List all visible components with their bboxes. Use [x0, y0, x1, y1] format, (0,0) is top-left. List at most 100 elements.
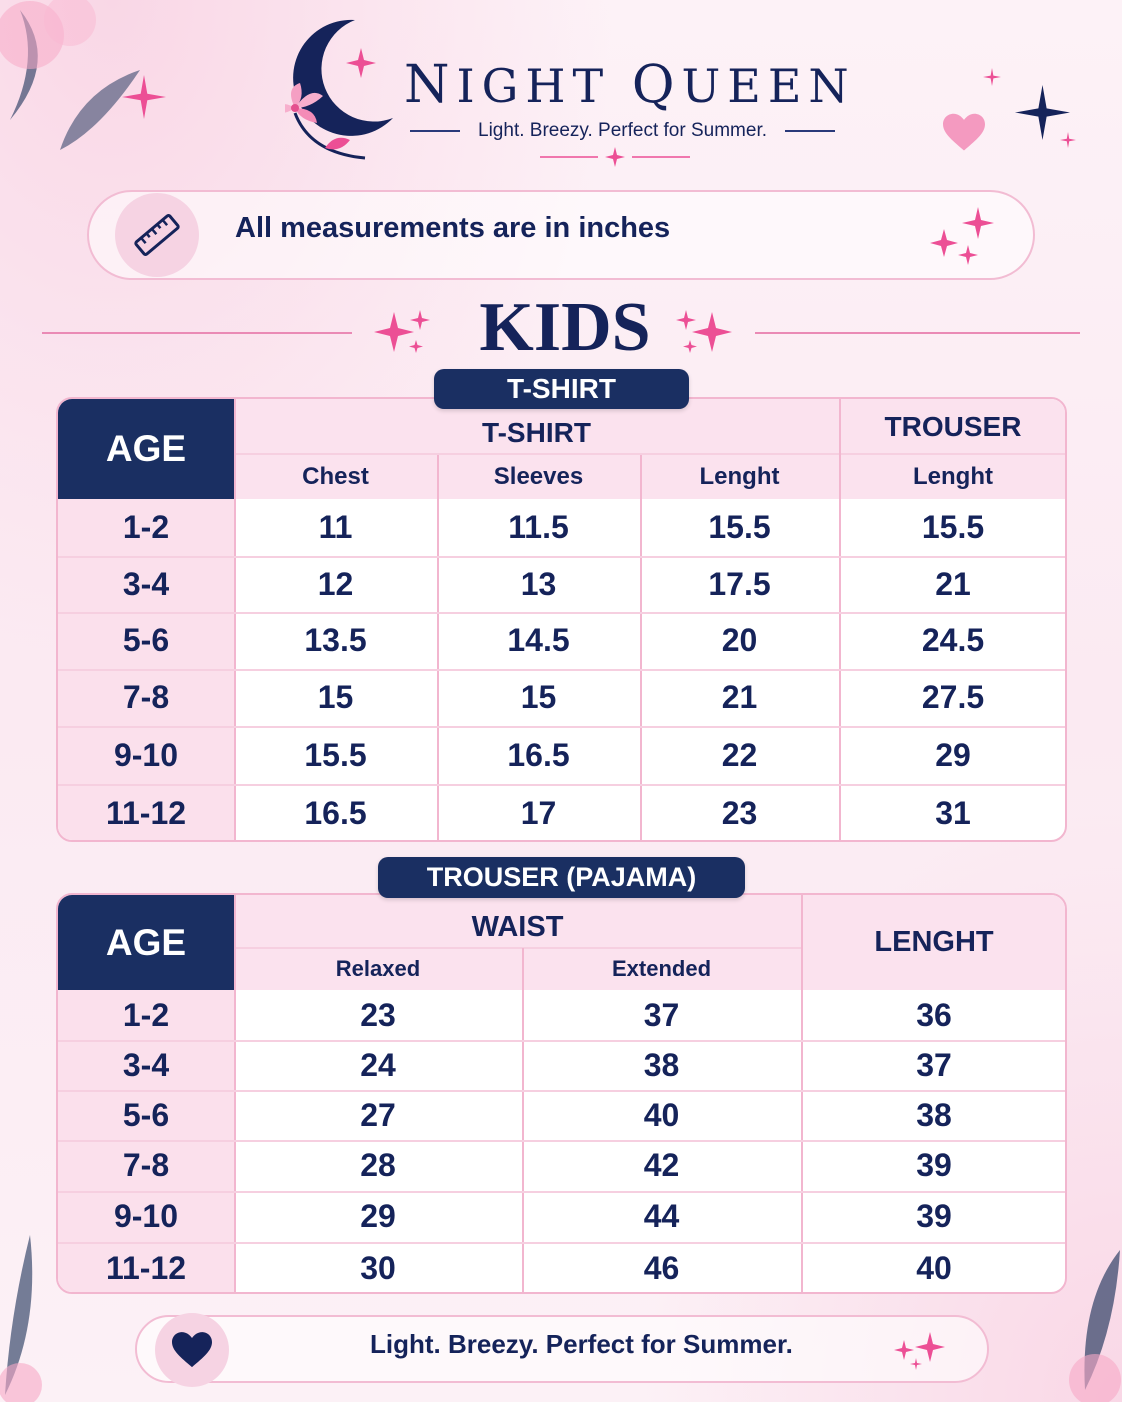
column-header-sleeves: Sleeves: [493, 463, 584, 490]
length-cell: 40: [916, 1249, 952, 1286]
corner-flower-top-left: [0, 0, 140, 150]
divider: [42, 332, 352, 334]
age-cell: 7-8: [122, 1147, 170, 1183]
table-header: [234, 399, 1065, 499]
sparkles-icon: [894, 1332, 945, 1370]
chest-cell: 15.5: [304, 736, 367, 773]
column-header-length: Lenght: [699, 463, 780, 490]
age-cell: 9-10: [113, 1198, 179, 1234]
sleeves-cell: 15: [520, 679, 557, 715]
relaxed-cell: 28: [360, 1147, 396, 1183]
divider: [58, 556, 1065, 558]
age-cell: 1-2: [122, 996, 170, 1033]
divider: [58, 669, 1065, 671]
section-title: KIDS: [479, 289, 651, 366]
age-header: AGE: [58, 895, 234, 990]
sleeves-cell: 16.5: [507, 736, 570, 773]
length-cell: 23: [721, 794, 758, 831]
extended-cell: 38: [643, 1046, 680, 1083]
divider: [839, 399, 841, 840]
divider: [785, 130, 836, 132]
divider: [234, 453, 1065, 455]
trouser-length-cell: 15.5: [921, 509, 985, 545]
trouser-length-cell: 29: [935, 736, 971, 773]
crescent-moon-logo: [285, 19, 393, 160]
age-cell: 3-4: [122, 565, 170, 602]
divider: [58, 1140, 1065, 1142]
heart-icon: [155, 1313, 229, 1387]
extended-cell: 42: [643, 1147, 680, 1183]
tagline-text: Light. Breezy. Perfect for Summer.: [478, 120, 767, 141]
sparkles-icon: [374, 310, 430, 353]
divider: [410, 130, 461, 132]
chest-cell: 16.5: [304, 794, 367, 831]
tshirt-group-header: T-SHIRT: [482, 417, 591, 448]
table-header: [234, 895, 1065, 990]
age-cell: 5-6: [122, 622, 170, 658]
divider: [58, 726, 1065, 728]
corner-flower-bottom-left: [0, 1235, 42, 1402]
ruler-icon: [115, 193, 199, 277]
sleeves-cell: 14.5: [507, 622, 570, 658]
divider: [58, 1242, 1065, 1244]
age-cell: 9-10: [113, 736, 179, 773]
sleeves-cell: 17: [520, 794, 557, 831]
divider: [234, 947, 801, 949]
divider: [801, 895, 803, 1292]
chest-cell: 12: [317, 565, 354, 602]
trouser-table-label: TROUSER (PAJAMA): [378, 857, 745, 898]
sparkle-divider: [540, 147, 690, 167]
chest-cell: 15: [317, 679, 354, 715]
divider: [234, 895, 236, 1292]
column-header-chest: Chest: [302, 463, 369, 490]
relaxed-cell: 27: [360, 1096, 396, 1133]
age-cell: 7-8: [122, 679, 170, 715]
column-header-relaxed: Relaxed: [335, 956, 421, 981]
length-cell: 15.5: [708, 509, 771, 545]
divider: [755, 332, 1080, 334]
sparkle-icon: [122, 75, 166, 119]
divider: [58, 1191, 1065, 1193]
length-cell: 22: [721, 736, 758, 773]
age-cell: 1-2: [122, 509, 170, 545]
trouser-length-cell: 21: [935, 565, 971, 602]
divider: [234, 399, 236, 840]
age-cell: 11-12: [105, 794, 187, 831]
brand-name: NIGHT QUEEN: [404, 55, 856, 115]
divider: [522, 948, 524, 1292]
length-cell: 20: [721, 622, 758, 658]
extended-cell: 46: [643, 1249, 680, 1286]
column-header-extended: Extended: [611, 956, 712, 981]
trouser-length-cell: 24.5: [921, 622, 985, 658]
length-cell: 37: [916, 1046, 952, 1083]
measurement-notice-text: All measurements are in inches: [235, 212, 671, 244]
tshirt-size-table: AGE T-SHIRT TROUSER Chest Sleeves Lenght…: [56, 397, 1067, 842]
sparkle-icon: [1060, 132, 1076, 148]
chest-cell: 11: [318, 509, 353, 545]
star-icon: [1015, 85, 1070, 140]
relaxed-cell: 24: [360, 1046, 396, 1083]
age-cell: 11-12: [105, 1249, 187, 1286]
divider: [58, 784, 1065, 786]
trouser-size-table: AGE WAIST LENGHT Relaxed Extended 1-2 23 3…: [56, 893, 1067, 1294]
length-header: LENGHT: [874, 926, 994, 958]
length-cell: 17.5: [708, 565, 771, 602]
relaxed-cell: 30: [360, 1249, 396, 1286]
sleeves-cell: 11.5: [508, 509, 569, 545]
extended-cell: 44: [643, 1198, 680, 1234]
sparkles-icon: [930, 207, 994, 265]
tshirt-table-label: T-SHIRT: [434, 369, 689, 409]
extended-cell: 40: [643, 1096, 680, 1133]
trouser-length-cell: 31: [935, 794, 971, 831]
sparkle-icon: [983, 68, 1001, 86]
footer-banner: [135, 1315, 989, 1383]
extended-cell: 37: [643, 996, 680, 1033]
measurement-notice: [87, 190, 1035, 280]
divider: [58, 1040, 1065, 1042]
relaxed-cell: 29: [360, 1198, 396, 1234]
chest-cell: 13.5: [304, 622, 367, 658]
length-cell: 39: [916, 1147, 952, 1183]
trouser-length-cell: 27.5: [921, 679, 985, 715]
age-cell: 5-6: [122, 1096, 170, 1133]
length-cell: 21: [721, 679, 758, 715]
